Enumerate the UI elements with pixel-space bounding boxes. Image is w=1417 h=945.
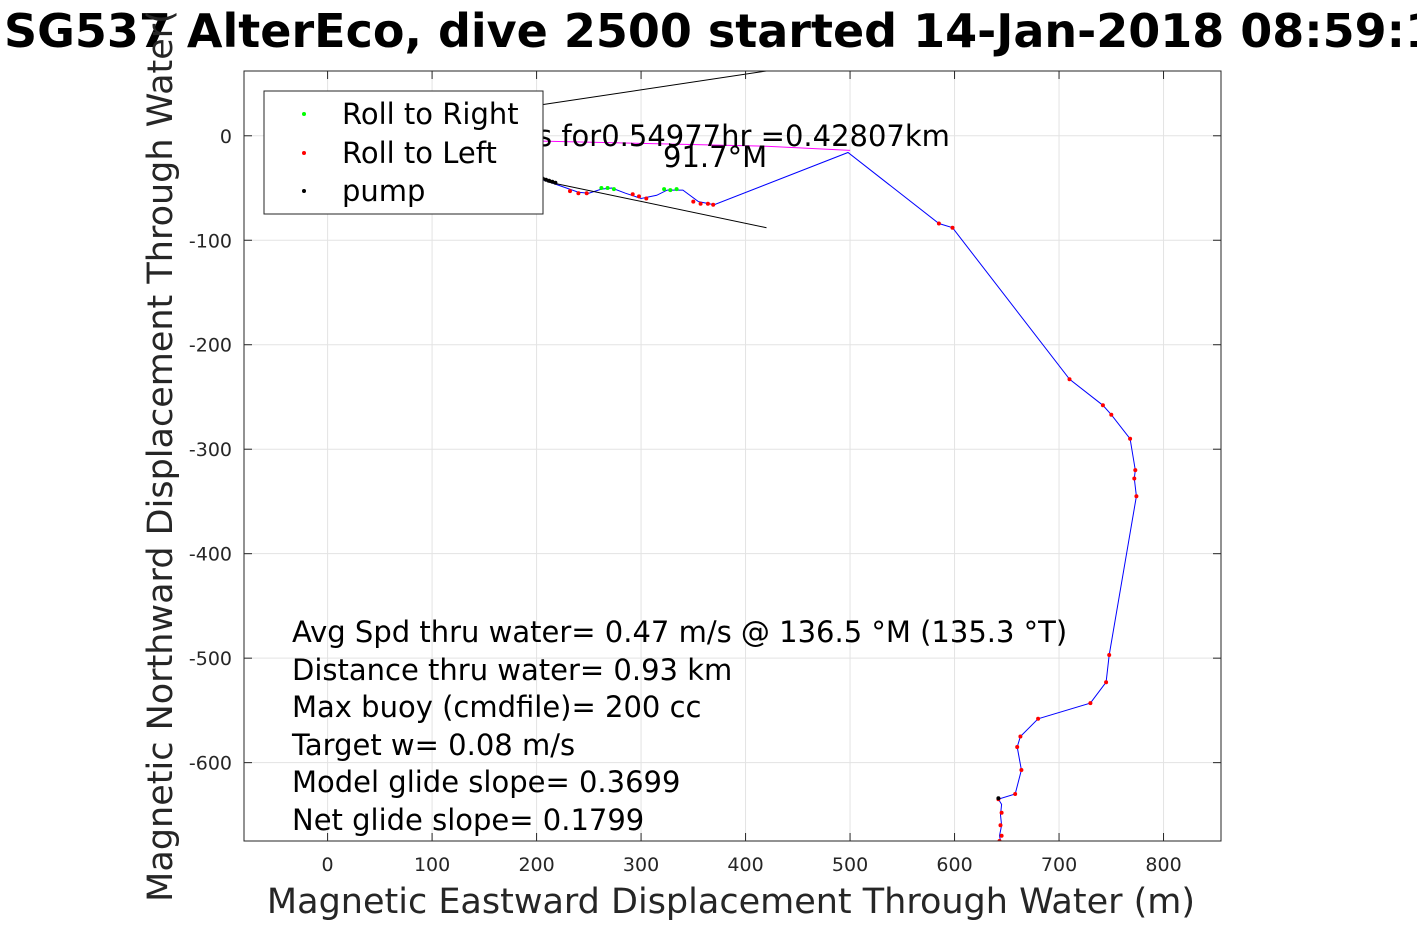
- roll-to-left-point: [1133, 468, 1138, 473]
- roll-to-left-point: [1107, 653, 1112, 657]
- roll-to-left-point: [644, 196, 649, 201]
- roll-to-left-point: [637, 194, 641, 199]
- roll-to-left-point: [998, 823, 1003, 828]
- roll-to-left-point: [1067, 377, 1072, 382]
- roll-to-left-point: [691, 199, 696, 204]
- roll-to-left-point: [936, 221, 941, 226]
- target-w-annotation: Target w= 0.08 m/s: [291, 728, 575, 762]
- roll-to-left-point: [999, 810, 1004, 815]
- roll-to-left-point: [1015, 745, 1020, 749]
- roll-to-left-point: [1134, 494, 1139, 499]
- legend-label-roll-right: Roll to Right: [342, 97, 519, 131]
- roll-to-left-point: [999, 833, 1004, 838]
- roll-to-left-point: [1104, 680, 1109, 685]
- distance-annotation: Distance thru water= 0.93 km: [292, 653, 732, 687]
- x-tick-label: 800: [1145, 854, 1181, 876]
- roll-to-left-point: [1036, 716, 1041, 721]
- current-line: [536, 140, 851, 151]
- x-tick-label: 0: [322, 854, 334, 876]
- x-tick-label: 500: [832, 854, 868, 876]
- pump-point: [547, 178, 552, 183]
- legend-label-pump: pump: [342, 174, 425, 208]
- chart-title: SG537 AlterEco, dive 2500 started 14-Jan…: [4, 4, 1417, 58]
- legend-marker-pump: [302, 189, 306, 193]
- roll-to-right-point: [668, 188, 673, 193]
- roll-to-left-point: [1018, 734, 1023, 739]
- y-tick-label: -400: [189, 544, 232, 566]
- pump-point: [553, 180, 558, 185]
- roll-to-left-point: [711, 202, 716, 207]
- roll-to-left-point: [1088, 701, 1093, 706]
- legend: Roll to Right Roll to Left pump: [263, 90, 544, 215]
- x-tick-label: 300: [623, 854, 659, 876]
- x-tick-label: 100: [414, 854, 450, 876]
- roll-to-right-point: [605, 186, 610, 190]
- model-glide-annotation: Model glide slope= 0.3699: [292, 765, 680, 799]
- duration-annotation: s for0.54977hr =0.42807km: [537, 119, 950, 153]
- x-tick-label: 700: [1041, 854, 1077, 876]
- legend-marker-roll-left: [302, 151, 306, 155]
- y-axis-label: Magnetic Northward Displacement Through …: [141, 10, 181, 902]
- max-buoy-annotation: Max buoy (cmdfile)= 200 cc: [292, 690, 701, 724]
- legend-box: [263, 90, 544, 215]
- y-tick-label: 0: [220, 126, 232, 148]
- roll-to-left-point: [1132, 476, 1137, 481]
- roll-to-right-point: [611, 187, 616, 192]
- heading-line: [546, 181, 767, 229]
- roll-to-left-point: [1019, 768, 1024, 772]
- series-layer: [536, 71, 1139, 841]
- pump-point: [550, 179, 555, 184]
- legend-marker-roll-right: [302, 112, 306, 116]
- y-tick-label: -500: [189, 648, 232, 670]
- roll-to-left-point: [1013, 792, 1018, 796]
- roll-to-right-point: [674, 187, 679, 192]
- x-tick-label: 600: [936, 854, 972, 876]
- roll-to-left-point: [568, 189, 572, 194]
- pump-point: [996, 796, 1001, 801]
- roll-to-left-point: [576, 191, 581, 196]
- roll-to-right-point: [662, 187, 667, 192]
- roll-to-left-point: [1109, 412, 1114, 417]
- tick-layer: 0 100 200 300 400 500 600 700 800 0 -100 -200 -300 -4…: [189, 71, 1221, 876]
- roll-to-left-point: [950, 225, 955, 230]
- avg-speed-annotation: Avg Spd thru water= 0.47 m/s @ 136.5 °M …: [292, 615, 1067, 649]
- roll-to-left-point: [584, 191, 589, 196]
- net-glide-annotation: Net glide slope= 0.1799: [292, 803, 644, 837]
- annotation-layer: s for0.54977hr =0.42807km 91.7°M Avg Spd…: [291, 119, 1067, 837]
- y-tick-label: -100: [189, 230, 232, 252]
- roll-to-left-point: [1100, 403, 1105, 408]
- x-tick-label: 400: [727, 854, 763, 876]
- offscale-line: [536, 71, 767, 106]
- roll-to-right-point: [599, 186, 604, 190]
- x-tick-label: 200: [518, 854, 554, 876]
- y-tick-label: -300: [189, 439, 232, 461]
- legend-label-roll-left: Roll to Left: [342, 136, 497, 170]
- plot-frame: [243, 70, 1222, 842]
- pump-point: [544, 177, 548, 182]
- roll-to-left-point: [705, 201, 710, 206]
- roll-to-left-point: [630, 192, 635, 197]
- heading-annotation: 91.7°M: [663, 140, 767, 174]
- x-axis-label: Magnetic Eastward Displacement Through W…: [267, 882, 1195, 922]
- y-tick-label: -600: [189, 753, 232, 775]
- roll-to-left-point: [698, 201, 703, 206]
- y-tick-label: -200: [189, 335, 232, 357]
- roll-to-left-point: [1128, 436, 1133, 441]
